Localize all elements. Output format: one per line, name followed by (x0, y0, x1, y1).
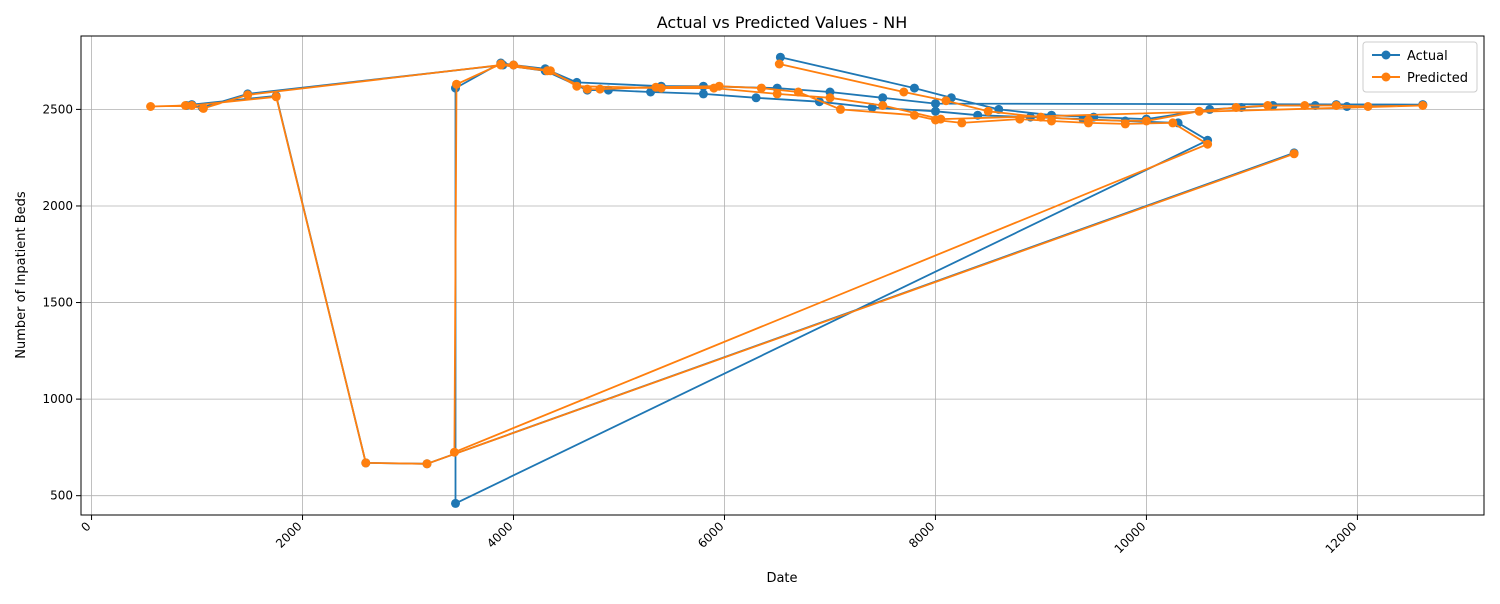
data-point-predicted (825, 93, 835, 103)
series-layer (146, 52, 1428, 508)
data-point-predicted (1141, 116, 1151, 126)
legend-marker-predicted (1381, 72, 1391, 82)
data-point-actual (878, 93, 888, 103)
data-point-predicted (772, 89, 782, 99)
y-tick-label: 1500 (42, 296, 73, 310)
data-point-predicted (878, 101, 888, 110)
data-point-predicted (1047, 116, 1056, 126)
chart-title: Actual vs Predicted Values - NH (657, 13, 908, 32)
data-point-predicted (714, 81, 724, 91)
data-point-predicted (1120, 119, 1130, 129)
data-point-predicted (836, 104, 845, 114)
data-point-predicted (1194, 106, 1204, 116)
data-point-actual (451, 498, 460, 508)
legend-label-actual: Actual (1407, 49, 1448, 64)
x-tick-label: 12000 (1323, 519, 1360, 556)
data-point-predicted (793, 87, 803, 97)
y-axis-ticks: 500 1000 1500 2000 2500 (42, 102, 81, 503)
x-axis-ticks: 0 2000 4000 6000 8000 10000 12000 (78, 515, 1360, 556)
data-point-predicted (899, 87, 909, 97)
data-point-predicted (1168, 118, 1178, 128)
series-line-actual (185, 56, 1424, 505)
data-point-predicted (595, 84, 605, 94)
data-point-predicted (452, 79, 461, 89)
data-point-actual (931, 99, 940, 109)
series-actual (182, 52, 1428, 508)
data-point-predicted (542, 66, 552, 76)
series-predicted (146, 59, 1428, 469)
x-tick-label: 8000 (906, 519, 937, 550)
y-tick-label: 1000 (42, 392, 73, 406)
data-point-predicted (1289, 149, 1299, 159)
data-point-predicted (1363, 102, 1373, 111)
x-tick-label: 4000 (484, 519, 515, 550)
data-point-predicted (651, 82, 661, 92)
data-point-predicted (361, 458, 371, 468)
y-axis-label: Number of Inpatient Beds (14, 191, 29, 359)
data-point-predicted (198, 103, 208, 113)
data-point-predicted (774, 59, 784, 69)
legend: Actual Predicted (1362, 41, 1478, 93)
data-point-predicted (931, 115, 940, 125)
x-tick-label: 6000 (695, 519, 726, 550)
y-tick-label: 2000 (42, 199, 73, 213)
y-tick-label: 500 (50, 489, 73, 503)
data-point-predicted (271, 92, 281, 102)
x-tick-label: 0 (78, 519, 93, 534)
data-point-actual (931, 106, 940, 116)
data-point-predicted (509, 60, 518, 70)
data-point-predicted (957, 118, 967, 128)
data-point-predicted (941, 96, 951, 106)
data-point-actual (867, 103, 877, 112)
data-point-predicted (243, 90, 253, 100)
data-point-predicted (1083, 118, 1093, 128)
data-point-predicted (1331, 101, 1341, 110)
data-point-predicted (187, 101, 197, 110)
data-point-predicted (983, 106, 993, 116)
data-point-predicted (909, 110, 919, 120)
data-point-predicted (582, 84, 592, 94)
data-point-predicted (1231, 103, 1241, 112)
y-tick-label: 2500 (42, 102, 73, 116)
x-tick-label: 2000 (273, 519, 304, 550)
data-point-predicted (180, 101, 190, 110)
plot-frame (80, 35, 1485, 516)
series-line-predicted (149, 63, 1424, 465)
data-point-predicted (146, 102, 156, 111)
data-point-predicted (449, 447, 459, 457)
data-point-actual (698, 89, 708, 99)
data-point-predicted (1036, 112, 1046, 122)
data-point-predicted (1203, 139, 1213, 149)
data-point-actual (751, 93, 761, 103)
x-tick-label: 10000 (1112, 519, 1149, 556)
data-point-predicted (1300, 101, 1310, 110)
legend-label-predicted: Predicted (1407, 71, 1468, 86)
data-point-predicted (1418, 101, 1428, 110)
data-point-predicted (1263, 101, 1273, 110)
legend-marker-actual (1381, 50, 1391, 60)
data-point-predicted (572, 81, 582, 91)
x-axis-label: Date (766, 571, 797, 586)
data-point-actual (909, 83, 919, 93)
data-point-actual (775, 52, 785, 62)
data-point-predicted (422, 459, 432, 469)
data-point-predicted (756, 83, 766, 93)
data-point-predicted (496, 60, 506, 70)
data-point-predicted (1015, 114, 1025, 124)
